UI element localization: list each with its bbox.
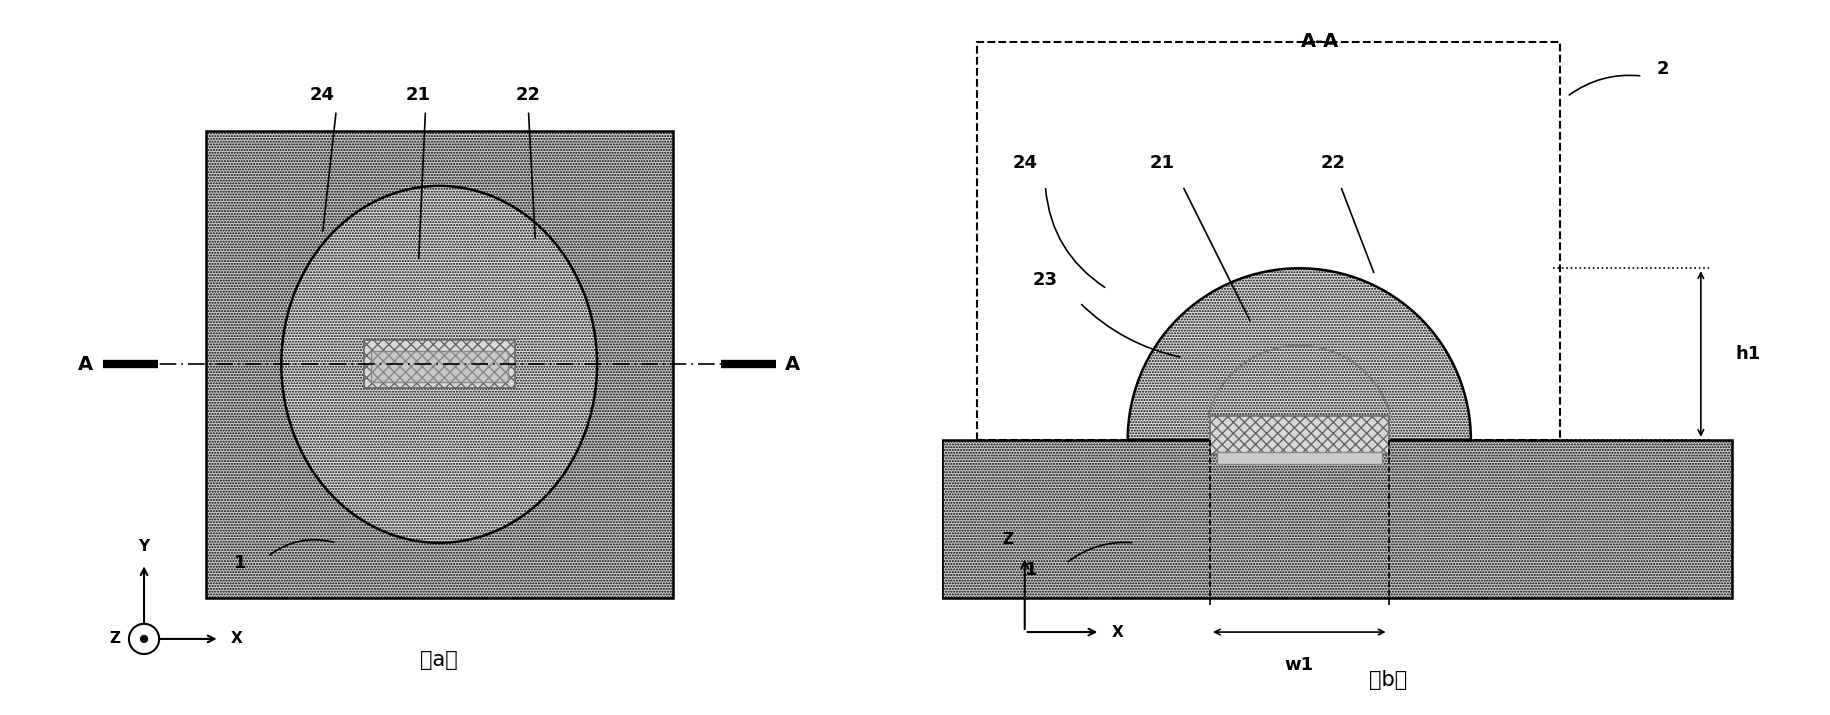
Text: 22: 22 [1321, 154, 1347, 172]
Text: 21: 21 [406, 86, 432, 104]
Text: h1: h1 [1735, 345, 1760, 363]
Circle shape [128, 623, 159, 654]
Bar [1217, 452, 1382, 464]
Text: 21: 21 [1149, 154, 1175, 172]
Text: 1: 1 [234, 554, 247, 573]
Bar [942, 440, 1731, 598]
Text: （a）: （a） [421, 649, 458, 669]
Text: 2: 2 [1656, 60, 1669, 78]
Text: Z: Z [110, 631, 121, 646]
Text: X: X [231, 631, 243, 646]
Text: X: X [1111, 625, 1124, 639]
Text: （b）: （b） [1369, 670, 1407, 690]
Circle shape [141, 636, 148, 642]
Text: 23: 23 [1032, 271, 1058, 289]
Text: Z: Z [1003, 532, 1014, 547]
Text: 1: 1 [1025, 561, 1038, 579]
Text: 22: 22 [516, 86, 542, 104]
Wedge shape [1127, 268, 1471, 440]
Text: A: A [785, 355, 800, 374]
Bar [977, 41, 1561, 440]
Text: A: A [79, 355, 93, 374]
Bar [205, 131, 673, 598]
Text: Y: Y [139, 539, 150, 553]
Text: 24: 24 [1012, 154, 1038, 172]
Text: 24: 24 [309, 86, 335, 104]
Bar [370, 350, 509, 382]
Text: w1: w1 [1285, 656, 1314, 674]
Bar [364, 340, 514, 388]
Text: A-A: A-A [1301, 32, 1340, 51]
Ellipse shape [282, 186, 597, 543]
Bar [1210, 416, 1389, 453]
